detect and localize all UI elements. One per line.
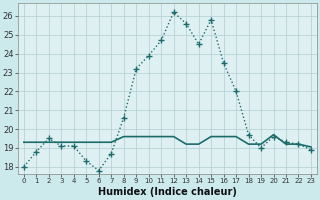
X-axis label: Humidex (Indice chaleur): Humidex (Indice chaleur) — [98, 187, 237, 197]
